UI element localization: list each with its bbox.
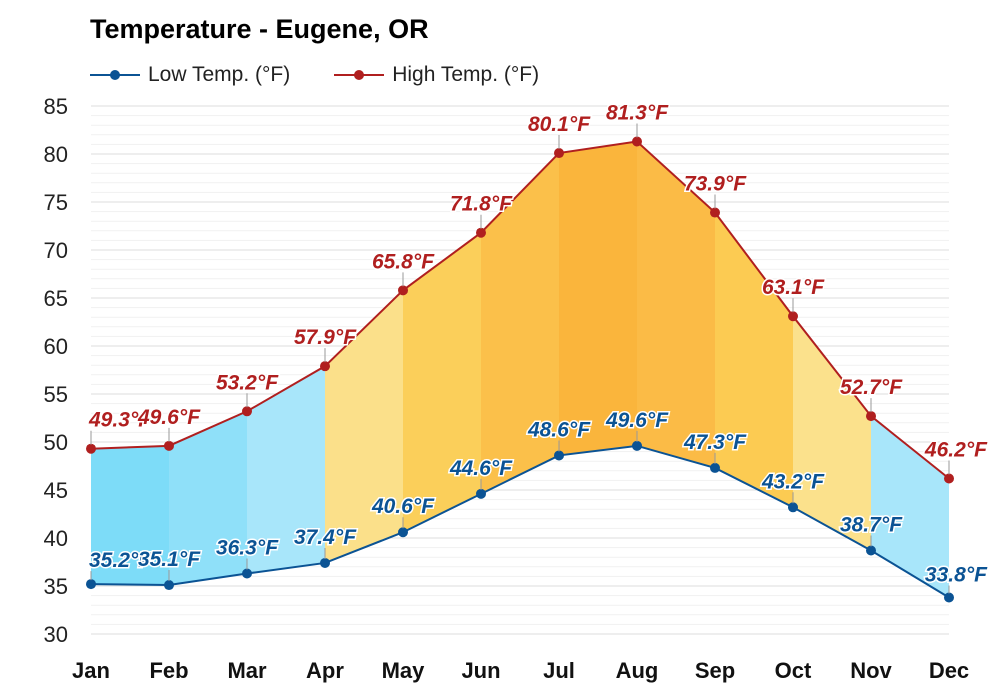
temperature-band	[871, 416, 949, 598]
low-temp-data-label: 44.6°F	[449, 457, 513, 480]
chart-title: Temperature - Eugene, OR	[90, 14, 429, 44]
low-temp-point	[164, 580, 174, 591]
x-tick-label: Aug	[616, 658, 659, 683]
high-temp-data-label: 80.1°F	[528, 113, 591, 136]
low-temp-data-label: 36.3°F	[216, 537, 279, 560]
high-temp-point	[944, 473, 954, 484]
high-temp-point	[632, 136, 642, 147]
low-temp-data-label: 40.6°F	[371, 495, 435, 518]
y-tick-label: 55	[44, 382, 68, 407]
temperature-band	[169, 411, 247, 586]
x-tick-label: May	[382, 658, 426, 683]
x-tick-label: Jan	[72, 658, 110, 683]
high-temp-data-label: 53.2°F	[216, 371, 279, 394]
y-tick-label: 35	[44, 574, 68, 599]
low-temp-data-label: 35.2°F	[89, 549, 152, 572]
high-temp-data-label: 65.8°F	[372, 250, 435, 273]
y-tick-label: 60	[44, 334, 68, 359]
y-tick-label: 70	[44, 238, 68, 263]
high-temp-point	[242, 406, 252, 417]
legend-high-label: High Temp. (°F)	[392, 63, 540, 86]
high-temp-point	[86, 443, 96, 454]
y-tick-label: 85	[44, 94, 68, 119]
temperature-band	[715, 212, 793, 508]
temperature-band	[247, 366, 325, 574]
series-lines	[90, 140, 950, 599]
y-tick-label: 40	[44, 526, 68, 551]
x-tick-label: Oct	[775, 658, 812, 683]
y-tick-label: 75	[44, 190, 68, 215]
high-temp-point	[320, 361, 330, 372]
high-temp-point	[164, 440, 174, 451]
low-temp-data-label: 49.6°F	[605, 409, 669, 432]
high-temp-point	[866, 411, 876, 422]
high-temp-data-label: 63.1°F	[762, 276, 825, 299]
low-temp-point	[788, 502, 798, 513]
high-temp-data-label: 81.3°F	[606, 102, 669, 125]
high-temp-data-label: 57.9°F	[294, 326, 357, 349]
legend-item-high[interactable]: High Temp. (°F)	[334, 63, 539, 87]
legend-item-low[interactable]: Low Temp. (°F)	[90, 63, 290, 87]
axis-labels: 30 35 40 45 50 55 60 65 70 75 80 85 Jan Feb Mar Apr May J…	[44, 94, 970, 683]
temperature-band	[403, 232, 481, 533]
low-temp-data-label: 37.4°F	[294, 526, 357, 549]
low-temp-point	[242, 568, 252, 579]
y-tick-label: 65	[44, 286, 68, 311]
temperature-band	[793, 316, 871, 551]
data-labels: 49.3°F49.6°F53.2°F57.9°F65.8°F71.8°F80.1…	[87, 100, 990, 594]
low-temp-point	[398, 527, 408, 538]
low-temp-point	[632, 440, 642, 451]
x-tick-label: Mar	[227, 658, 267, 683]
temperature-band	[481, 153, 559, 494]
x-tick-label: Apr	[306, 658, 344, 683]
low-temp-data-label: 33.8°F	[925, 564, 988, 587]
high-temp-data-label: 49.3°F	[88, 409, 152, 432]
high-temp-point	[554, 148, 564, 159]
low-temp-data-label: 47.3°F	[683, 431, 747, 454]
x-tick-label: Jun	[461, 658, 500, 683]
data-points	[86, 136, 954, 603]
high-temp-point	[710, 207, 720, 218]
low-temp-point	[710, 462, 720, 473]
temperature-band	[637, 141, 715, 468]
low-temp-data-label: 43.2°F	[761, 470, 825, 493]
temperature-band	[91, 445, 169, 586]
low-temp-data-label: 35.1°F	[138, 548, 201, 571]
high-temp-point	[398, 285, 408, 296]
high-temp-data-label: 46.2°F	[924, 438, 988, 461]
low-temp-data-label: 38.7°F	[840, 513, 903, 536]
legend-high-icon	[334, 70, 385, 80]
y-tick-label: 80	[44, 142, 68, 167]
y-tick-label: 30	[44, 622, 68, 647]
high-temp-data-label: 52.7°F	[840, 376, 903, 399]
y-tick-label: 45	[44, 478, 68, 503]
legend-low-icon	[90, 70, 140, 80]
legend[interactable]: Low Temp. (°F) High Temp. (°F)	[90, 60, 583, 90]
x-tick-label: Jul	[543, 658, 575, 683]
legend-low-label: Low Temp. (°F)	[148, 63, 291, 86]
x-tick-label: Sep	[695, 658, 735, 683]
temperature-band	[325, 290, 403, 563]
low-temp-point	[554, 450, 564, 461]
low-temp-point	[86, 579, 96, 590]
high-temp-point	[476, 227, 486, 238]
temperature-band	[559, 141, 637, 456]
low-temp-line	[90, 444, 950, 599]
x-tick-label: Nov	[850, 658, 892, 683]
x-tick-label: Dec	[929, 658, 969, 683]
high-temp-data-label: 73.9°F	[684, 173, 747, 196]
low-temp-point	[866, 545, 876, 556]
high-temp-data-label: 71.8°F	[450, 193, 513, 216]
low-temp-point	[944, 592, 954, 603]
x-tick-label: Feb	[149, 658, 188, 683]
high-temp-data-label: 49.6°F	[137, 406, 201, 429]
low-temp-data-label: 48.6°F	[527, 418, 591, 441]
y-tick-label: 50	[44, 430, 68, 455]
low-temp-point	[320, 557, 330, 568]
high-temp-line	[90, 140, 950, 480]
low-temp-point	[476, 488, 486, 499]
temperature-bands	[91, 141, 949, 598]
high-temp-point	[788, 311, 798, 322]
